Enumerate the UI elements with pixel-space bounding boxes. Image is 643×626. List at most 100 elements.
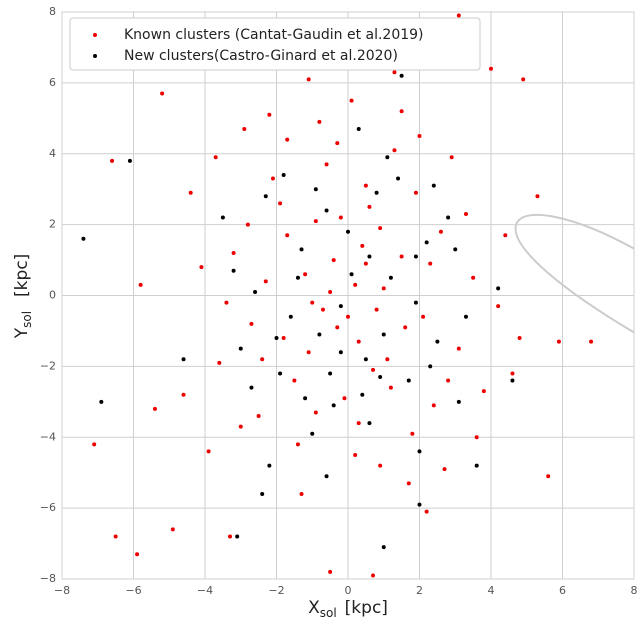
point — [249, 385, 254, 390]
point — [453, 247, 458, 252]
point — [263, 279, 268, 284]
point — [417, 134, 422, 139]
point — [113, 534, 118, 539]
point — [303, 396, 308, 401]
point — [556, 339, 561, 344]
point — [281, 336, 286, 341]
point — [363, 261, 368, 266]
point — [367, 421, 372, 426]
point — [371, 573, 376, 578]
point — [288, 314, 293, 319]
y-label-subscript: sol — [20, 311, 34, 328]
point — [535, 194, 540, 199]
point — [503, 233, 508, 238]
point — [213, 155, 218, 160]
point — [295, 275, 300, 280]
point — [181, 392, 186, 397]
point — [517, 336, 522, 341]
x-tick-label: −2 — [268, 584, 284, 597]
point — [235, 534, 240, 539]
point — [546, 474, 551, 479]
point — [263, 194, 268, 199]
point — [324, 208, 329, 213]
point — [281, 173, 286, 178]
point — [313, 187, 318, 192]
point — [388, 275, 393, 280]
point — [413, 190, 418, 195]
point — [270, 176, 275, 181]
point — [399, 254, 404, 259]
point — [456, 399, 461, 404]
point — [471, 275, 476, 280]
point — [456, 13, 461, 18]
point — [220, 215, 225, 220]
point — [299, 247, 304, 252]
point — [92, 442, 97, 447]
y-label-symbol: Y — [12, 327, 32, 339]
y-tick-label: 8 — [49, 5, 56, 18]
point — [356, 339, 361, 344]
point — [346, 314, 350, 319]
point — [324, 474, 329, 479]
point — [399, 109, 404, 114]
point — [260, 491, 265, 496]
point — [313, 410, 318, 415]
point — [456, 346, 461, 351]
point — [317, 332, 322, 337]
point — [410, 431, 415, 436]
point — [353, 282, 358, 287]
point — [435, 339, 440, 344]
y-tick-label: −2 — [40, 359, 56, 372]
point — [521, 77, 526, 82]
point — [320, 307, 325, 312]
point — [206, 449, 211, 454]
point — [428, 261, 433, 266]
point — [292, 378, 297, 383]
point — [474, 463, 479, 468]
point — [392, 148, 397, 153]
point — [403, 325, 408, 330]
y-tick-label: −6 — [40, 501, 56, 514]
point — [342, 396, 347, 401]
point — [424, 509, 429, 514]
legend-label: New clusters(Castro-Ginard et al.2020) — [124, 48, 398, 64]
x-axis-label: Xsol [kpc] — [308, 598, 388, 620]
y-tick-label: 0 — [49, 289, 56, 302]
point — [306, 77, 311, 82]
point — [231, 268, 236, 273]
point — [285, 137, 290, 142]
point — [328, 289, 333, 294]
point — [367, 254, 372, 259]
point — [324, 162, 329, 167]
point — [242, 126, 247, 131]
point — [181, 357, 186, 362]
point — [238, 346, 243, 351]
point — [396, 176, 401, 181]
point — [442, 467, 447, 472]
point — [188, 190, 193, 195]
point — [381, 332, 386, 337]
x-tick-label: −6 — [125, 584, 141, 597]
y-tick-label: −8 — [40, 572, 56, 585]
point — [256, 413, 261, 418]
point — [310, 431, 315, 436]
point — [335, 141, 340, 146]
grid — [61, 11, 635, 580]
point — [152, 406, 157, 411]
x-label-symbol: X — [308, 598, 320, 618]
point — [374, 190, 379, 195]
point — [474, 435, 479, 440]
point — [278, 201, 283, 206]
point — [135, 552, 140, 557]
point — [481, 389, 486, 394]
y-tick-label: −4 — [40, 430, 56, 443]
x-tick-label: 4 — [488, 584, 495, 597]
point — [428, 364, 433, 369]
point — [349, 272, 354, 277]
point — [392, 70, 397, 75]
point — [295, 442, 300, 447]
point — [360, 392, 365, 397]
point — [381, 286, 386, 291]
